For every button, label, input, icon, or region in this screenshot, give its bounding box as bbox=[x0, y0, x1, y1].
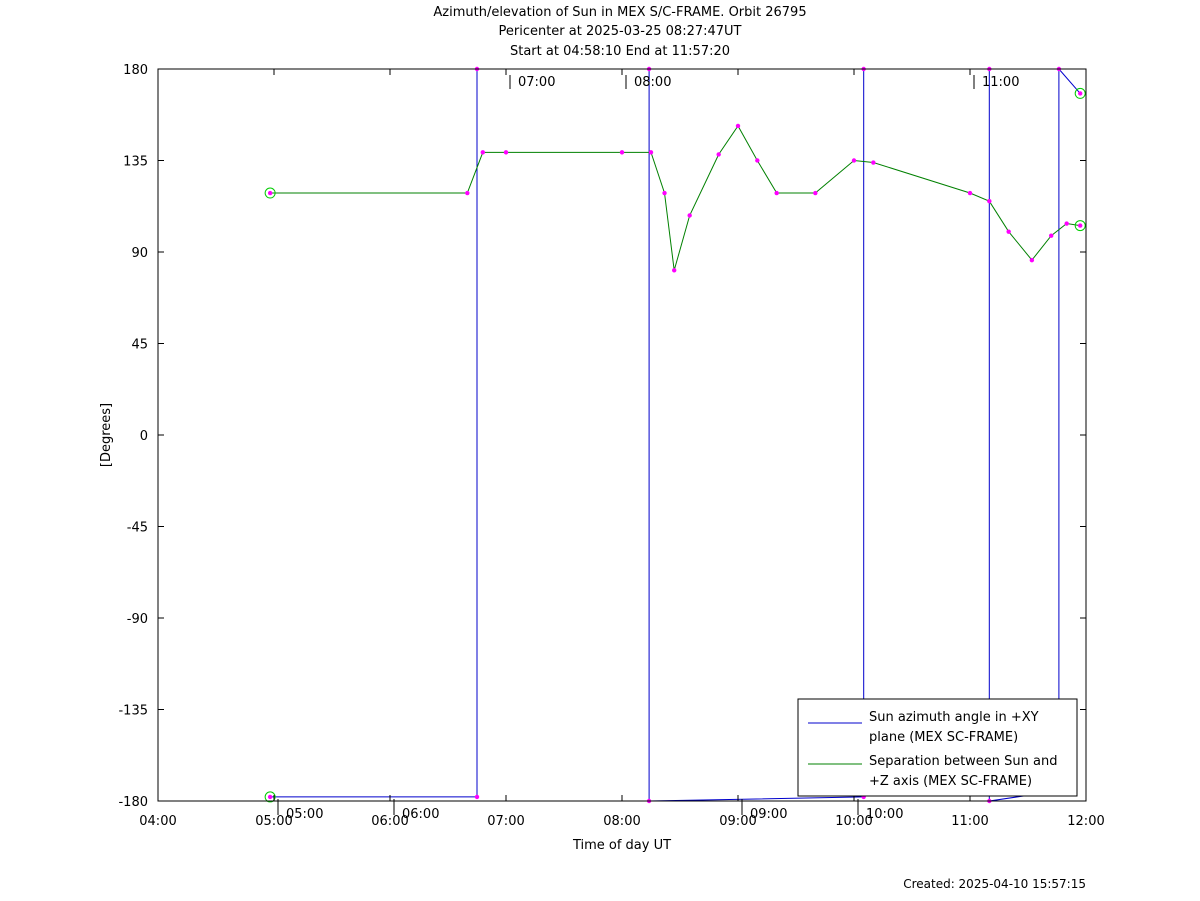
data-point bbox=[267, 794, 273, 800]
data-point bbox=[987, 198, 992, 204]
data-point bbox=[967, 190, 973, 196]
data-point bbox=[813, 190, 818, 196]
legend-label-azimuth-line1: Sun azimuth angle in +XY bbox=[869, 710, 1039, 725]
data-point bbox=[267, 190, 273, 196]
legend-label-separation-line1: Separation between Sun and bbox=[869, 754, 1057, 769]
data-point bbox=[1006, 229, 1011, 234]
data-point bbox=[503, 150, 509, 155]
endpoint-marker bbox=[264, 791, 276, 803]
created-timestamp: Created: 2025-04-10 15:57:15 bbox=[903, 877, 1086, 891]
time-marker-label: 07:00 bbox=[518, 75, 555, 90]
endpoint-marker bbox=[1074, 87, 1086, 99]
time-marker-label: 09:00 bbox=[750, 807, 787, 822]
series-line-0 bbox=[270, 67, 1081, 802]
x-axis-label: Time of day UT bbox=[572, 838, 671, 853]
legend: Sun azimuth angle in +XY plane (MEX SC-F… bbox=[797, 698, 1078, 797]
x-tick-label: 06:00 bbox=[371, 814, 408, 829]
data-point bbox=[465, 190, 470, 196]
data-point bbox=[619, 150, 625, 155]
legend-label-azimuth-line2: plane (MEX SC-FRAME) bbox=[869, 730, 1018, 745]
x-tick-label: 07:00 bbox=[487, 814, 524, 829]
y-tick-label: 0 bbox=[140, 429, 148, 444]
data-point bbox=[1078, 223, 1083, 228]
y-tick-label: -135 bbox=[118, 704, 148, 719]
data-point bbox=[474, 794, 480, 800]
data-point bbox=[672, 268, 677, 273]
data-point bbox=[1078, 91, 1083, 96]
data-point bbox=[687, 213, 692, 218]
time-marker-label: 06:00 bbox=[402, 807, 439, 822]
y-tick-label: -180 bbox=[118, 795, 148, 810]
data-point bbox=[1064, 221, 1069, 226]
data-point bbox=[755, 158, 760, 163]
axes-layer: 04:00 05:00 06:00 07:00 08:00 09:00 10:00 11:00… bbox=[118, 63, 1104, 829]
y-axis-label: [Degrees] bbox=[99, 403, 114, 467]
endpoint-marker bbox=[1074, 220, 1086, 232]
x-tick-label: 04:00 bbox=[139, 814, 176, 829]
x-tick-label: 12:00 bbox=[1067, 814, 1104, 829]
data-point bbox=[1049, 233, 1054, 238]
plot-frame bbox=[157, 68, 1087, 802]
start-end-line: Start at 04:58:10 End at 11:57:20 bbox=[509, 44, 731, 59]
data-point bbox=[871, 160, 876, 165]
y-tick-label: 180 bbox=[123, 63, 148, 78]
time-marker-label: 11:00 bbox=[982, 75, 1019, 90]
y-tick-label: -90 bbox=[127, 612, 148, 627]
data-point bbox=[735, 123, 741, 129]
endpoint-marker bbox=[264, 187, 276, 199]
pericenter-line: Pericenter at 2025-03-25 08:27:47UT bbox=[498, 24, 742, 39]
data-point bbox=[648, 150, 654, 155]
time-marker-label: 10:00 bbox=[866, 807, 903, 822]
plot-layer bbox=[264, 66, 1086, 804]
time-marker-label: 05:00 bbox=[286, 807, 323, 822]
y-tick-label: 45 bbox=[131, 338, 148, 353]
x-tick-label: 09:00 bbox=[719, 814, 756, 829]
x-tick-label: 10:00 bbox=[835, 814, 872, 829]
y-tick-label: -45 bbox=[127, 521, 148, 536]
chart-title: Azimuth/elevation of Sun in MEX S/C-FRAM… bbox=[433, 5, 807, 20]
x-tick-label: 05:00 bbox=[255, 814, 292, 829]
data-point bbox=[716, 152, 721, 157]
data-point bbox=[480, 150, 485, 155]
y-tick-label: 135 bbox=[123, 155, 148, 170]
data-point bbox=[774, 190, 779, 196]
x-tick-label: 11:00 bbox=[951, 814, 988, 829]
y-tick-label: 90 bbox=[131, 246, 148, 261]
data-point bbox=[662, 190, 667, 196]
x-tick-label: 08:00 bbox=[603, 814, 640, 829]
data-point bbox=[851, 158, 857, 163]
series-line-1 bbox=[270, 124, 1081, 271]
time-marker-label: 08:00 bbox=[634, 75, 671, 90]
data-point bbox=[1029, 257, 1035, 263]
legend-box bbox=[797, 698, 1078, 797]
legend-label-separation-line2: +Z axis (MEX SC-FRAME) bbox=[869, 774, 1032, 789]
